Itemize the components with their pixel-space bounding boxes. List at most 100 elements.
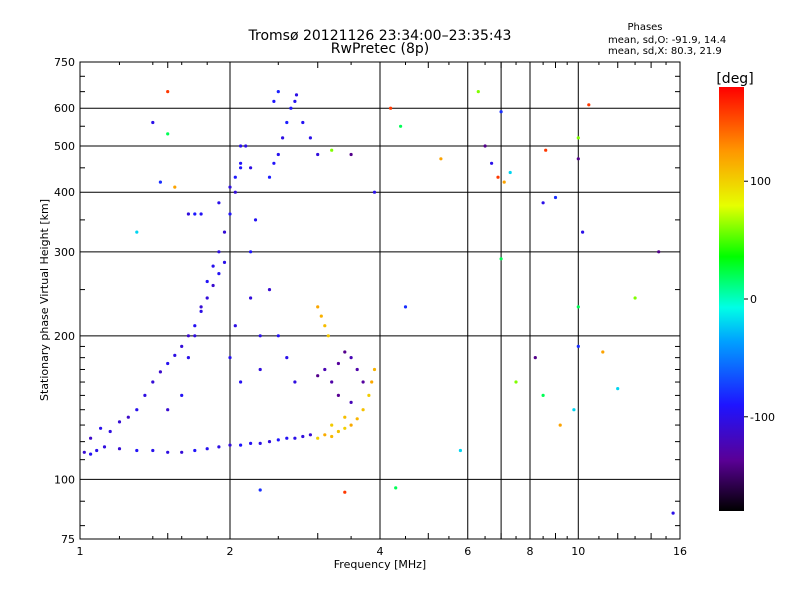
- data-point: [285, 436, 289, 440]
- data-point: [135, 408, 139, 412]
- data-point: [249, 250, 253, 254]
- y-tick-label: 500: [54, 140, 75, 153]
- data-point: [293, 436, 297, 440]
- data-point: [572, 408, 576, 412]
- data-point: [151, 448, 155, 453]
- data-point: [330, 380, 334, 384]
- data-point: [499, 257, 503, 261]
- data-point: [258, 367, 262, 372]
- data-point: [499, 110, 503, 114]
- data-point: [99, 426, 103, 430]
- data-point: [186, 356, 190, 360]
- data-point: [294, 93, 299, 97]
- data-point: [233, 175, 237, 179]
- data-point: [249, 296, 253, 300]
- data-point: [233, 190, 237, 194]
- data-point: [293, 99, 297, 103]
- data-point: [336, 393, 340, 397]
- data-point: [186, 212, 190, 216]
- data-point: [205, 279, 209, 284]
- plot-frame: [79, 61, 681, 540]
- colorbar-tick-label: 100: [750, 175, 771, 188]
- data-point: [336, 361, 340, 366]
- data-point: [180, 393, 184, 397]
- data-point: [323, 433, 327, 437]
- data-point: [544, 148, 548, 152]
- data-point: [272, 161, 276, 165]
- data-point: [323, 367, 327, 372]
- data-point: [239, 166, 243, 170]
- data-point: [330, 423, 334, 427]
- data-point: [616, 387, 620, 391]
- x-tick-label: 4: [377, 545, 384, 558]
- data-point: [276, 438, 280, 442]
- data-point: [239, 443, 243, 447]
- y-tick-label: 600: [54, 102, 75, 115]
- data-point: [211, 264, 215, 268]
- data-point: [267, 288, 272, 292]
- data-point: [316, 436, 320, 440]
- data-point: [508, 170, 512, 175]
- data-point: [217, 445, 221, 449]
- data-point: [576, 305, 580, 309]
- chart-title: Tromsø 20121126 23:34:00–23:35:43: [248, 28, 512, 44]
- y-tick-label: 200: [54, 330, 75, 343]
- data-point: [217, 201, 221, 205]
- data-point: [326, 334, 330, 338]
- data-point: [349, 400, 353, 404]
- y-tick-label: 300: [54, 246, 75, 259]
- data-point: [193, 212, 197, 216]
- data-point: [267, 440, 272, 444]
- data-point: [95, 448, 99, 453]
- data-point: [180, 450, 184, 454]
- data-point: [228, 356, 232, 360]
- x-tick-label: 2: [227, 545, 234, 558]
- y-tick-label: 750: [54, 56, 75, 69]
- data-point: [576, 136, 580, 140]
- colorbar-ticks: 100 0 -100: [744, 175, 775, 424]
- data-point: [587, 103, 591, 107]
- data-point: [343, 350, 347, 354]
- data-point: [370, 380, 374, 384]
- data-point: [228, 443, 232, 447]
- data-point: [671, 511, 675, 515]
- data-point: [239, 144, 243, 148]
- data-point: [285, 120, 289, 125]
- data-point: [319, 314, 323, 318]
- data-point: [289, 106, 293, 110]
- data-point: [502, 180, 506, 184]
- data-point: [308, 136, 312, 140]
- data-point: [301, 434, 305, 439]
- data-point: [349, 152, 353, 157]
- data-point: [514, 380, 518, 384]
- data-point: [253, 218, 258, 222]
- data-point: [316, 152, 320, 157]
- data-point: [258, 334, 262, 338]
- data-point: [205, 447, 209, 451]
- data-point: [102, 445, 107, 449]
- data-point: [372, 190, 377, 194]
- data-point: [151, 380, 155, 384]
- data-point: [293, 380, 297, 384]
- stats-title: Phases: [627, 22, 662, 33]
- data-point: [372, 367, 377, 372]
- data-point: [173, 185, 177, 189]
- data-point: [633, 296, 637, 300]
- y-tick-label: 75: [61, 533, 75, 546]
- data-point: [222, 230, 227, 234]
- colorbar: [719, 87, 744, 511]
- data-point: [541, 201, 545, 205]
- data-point: [89, 452, 93, 456]
- data-point: [476, 90, 480, 94]
- data-points: [82, 90, 675, 515]
- stats-o-mode: mean, sd,O: -91.9, 14.4: [608, 35, 726, 46]
- data-point: [490, 161, 494, 165]
- data-point: [330, 148, 334, 152]
- data-point: [244, 144, 248, 148]
- data-point: [228, 212, 232, 216]
- data-point: [399, 124, 403, 128]
- data-point: [166, 90, 170, 94]
- data-point: [336, 429, 340, 434]
- data-point: [343, 415, 347, 419]
- data-point: [355, 417, 359, 421]
